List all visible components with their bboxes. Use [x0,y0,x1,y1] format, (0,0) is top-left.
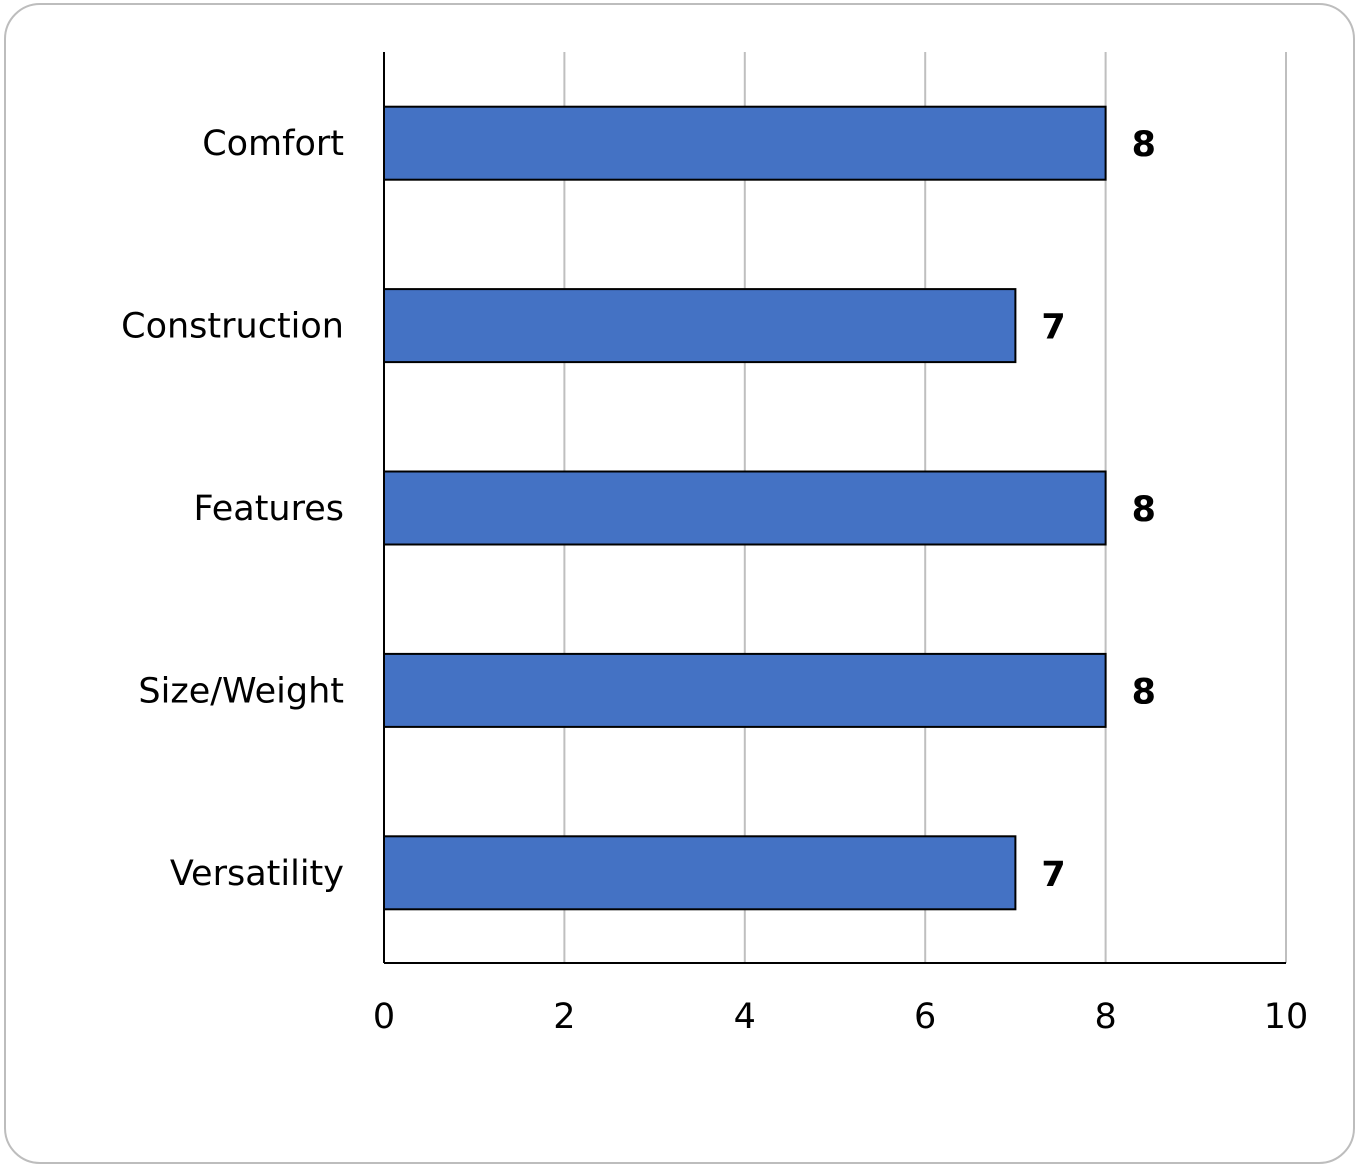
data-label-comfort: 8 [1132,125,1156,165]
x-tick-label-4: 4 [734,997,756,1037]
chart-frame [4,3,1355,1164]
x-tick-label-2: 2 [553,997,575,1037]
category-label-comfort: Comfort [202,124,344,164]
data-label-versatility: 7 [1041,855,1065,895]
bar-versatility [383,835,1017,911]
x-tick-label-0: 0 [373,997,395,1037]
x-tick-label-6: 6 [914,997,936,1037]
category-label-versatility: Versatility [170,854,344,894]
bar-size-weight [383,652,1107,728]
axes [383,52,1286,964]
category-label-size-weight: Size/Weight [138,671,344,711]
bar-features [383,470,1107,546]
data-label-features: 8 [1132,490,1156,530]
bar-comfort [383,105,1107,181]
data-label-size-weight: 8 [1132,672,1156,712]
category-label-construction: Construction [121,307,344,347]
category-label-features: Features [194,489,345,529]
data-label-construction: 7 [1041,308,1065,348]
x-tick-label-10: 10 [1264,997,1309,1037]
x-tick-label-8: 8 [1094,997,1116,1037]
labels: 8 Comfort 7 Construction 8 Features 8 Size/Weig… [121,124,1308,1037]
bar-construction [383,288,1017,364]
